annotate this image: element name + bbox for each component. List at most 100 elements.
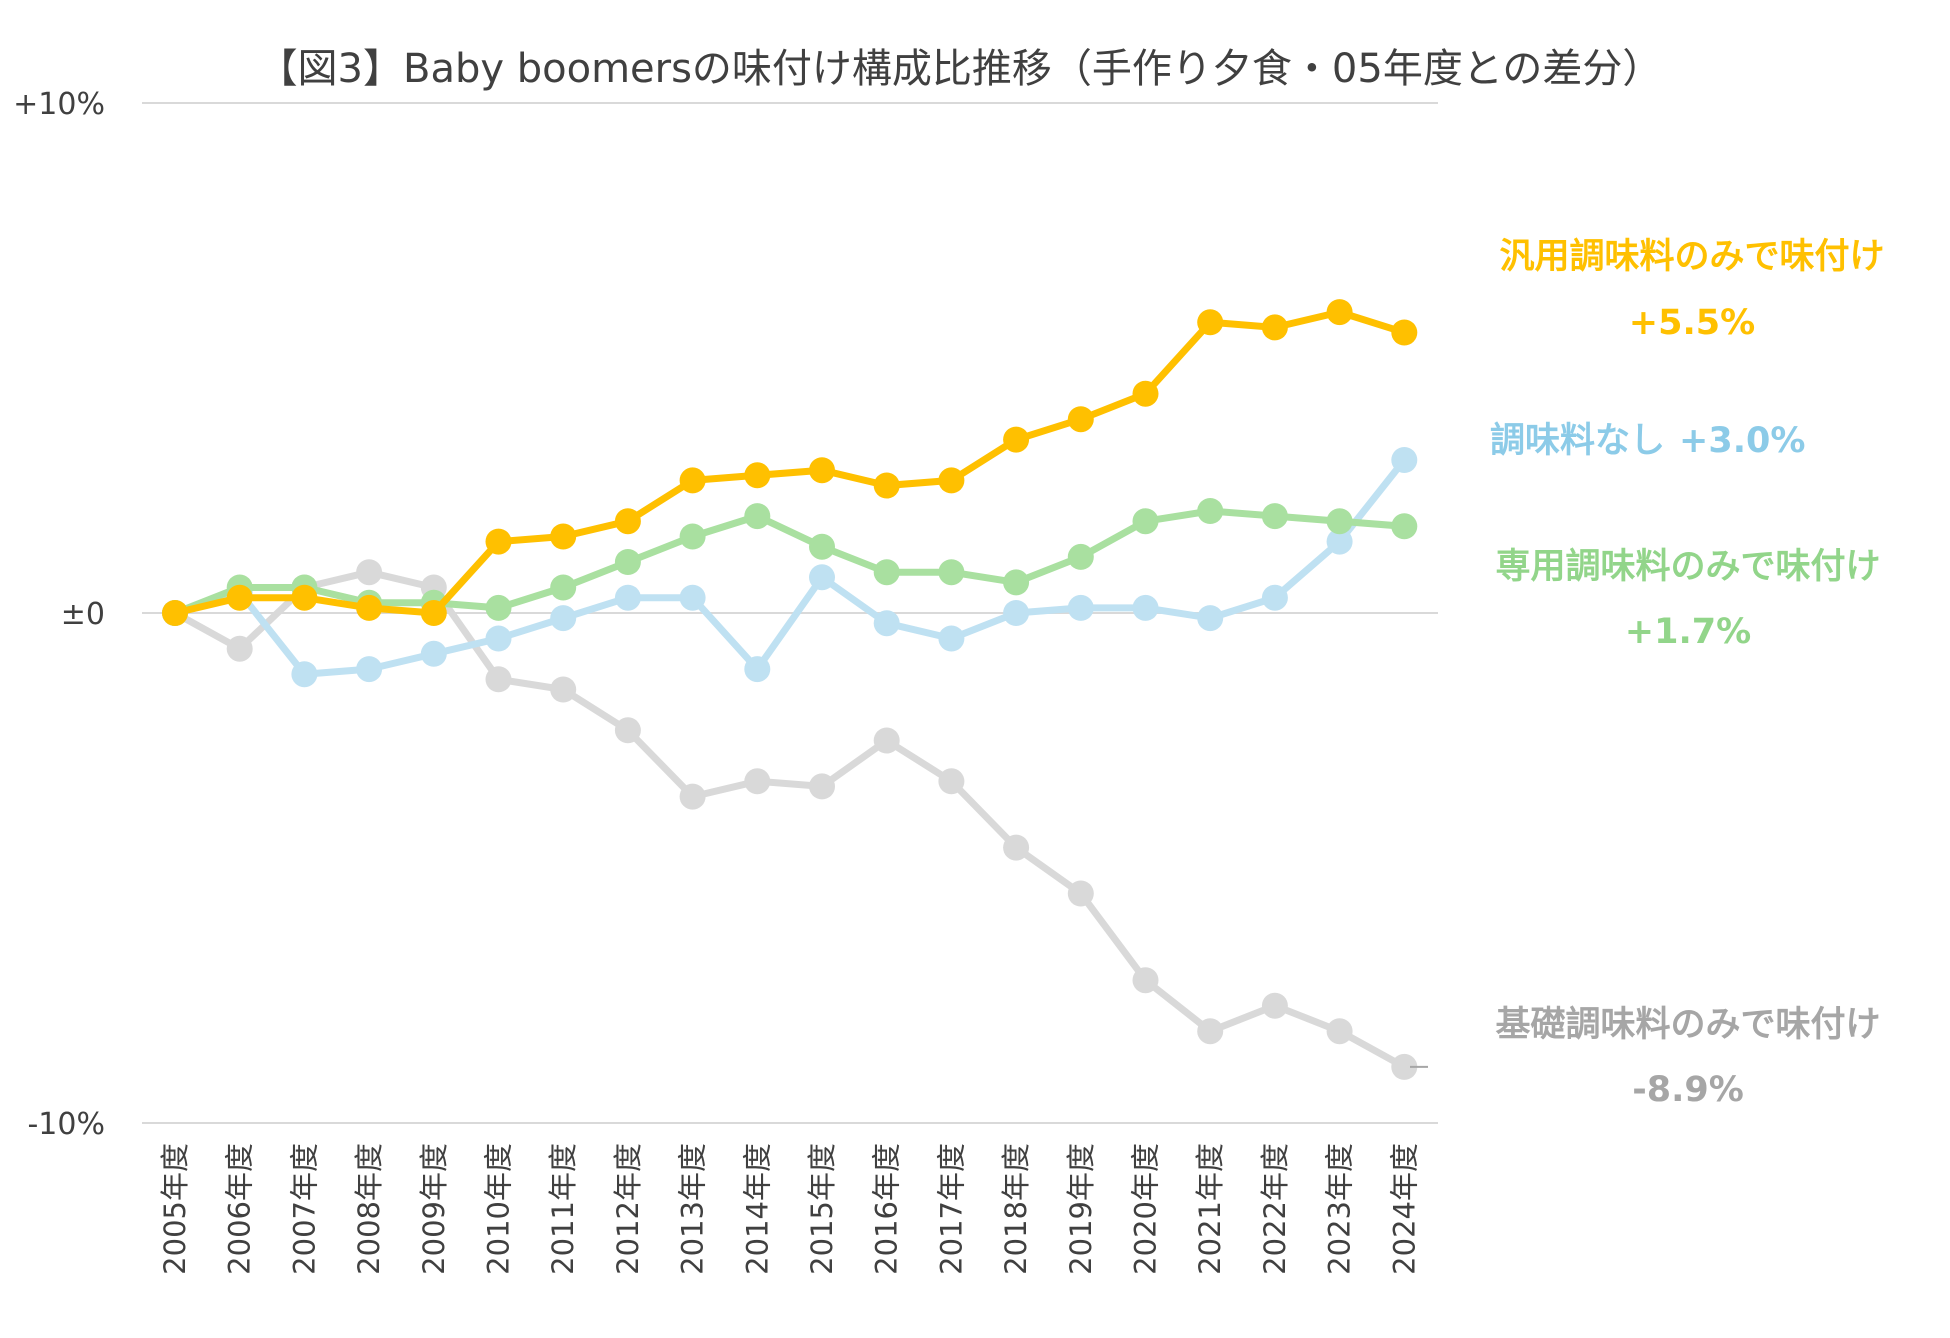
data-point: [1326, 1018, 1353, 1045]
y-axis-ticks: +10% ±0 -10%: [13, 87, 105, 1142]
data-point: [1003, 600, 1030, 626]
data-point: [1003, 569, 1030, 596]
data-point: [679, 584, 706, 611]
chart-title: 【図3】Baby boomersの味付け構成比推移（手作り夕食・05年度との差分…: [258, 46, 1663, 92]
data-point: [938, 768, 965, 795]
data-point: [420, 600, 447, 626]
data-point: [1197, 498, 1224, 524]
data-point: [679, 523, 706, 550]
data-point: [679, 783, 706, 810]
x-tick-label: 2019年度: [1064, 1143, 1098, 1275]
series-3: [162, 299, 1418, 626]
x-tick-label: 2008年度: [352, 1143, 386, 1275]
data-point: [679, 467, 706, 494]
data-point: [356, 559, 383, 586]
data-point: [1003, 834, 1030, 861]
x-tick-label: 2021年度: [1193, 1143, 1227, 1275]
series-line: [171, 568, 1408, 1071]
series-lines: [162, 299, 1428, 1080]
y-tick-label: +10%: [13, 87, 105, 122]
x-tick-label: 2015年度: [805, 1143, 839, 1275]
data-point: [744, 462, 771, 489]
y-tick-label: -10%: [27, 1107, 105, 1142]
data-point: [809, 457, 835, 484]
y-tick-label: ±0: [61, 597, 105, 632]
data-point: [1132, 967, 1159, 994]
data-point: [162, 600, 188, 626]
x-tick-label: 2014年度: [740, 1143, 774, 1275]
data-point: [1067, 594, 1094, 621]
data-point: [614, 508, 641, 535]
data-point: [356, 656, 383, 683]
data-point: [1003, 426, 1030, 453]
data-point: [809, 533, 835, 560]
data-point: [485, 625, 512, 652]
data-point: [614, 549, 641, 575]
data-point: [1132, 380, 1159, 407]
data-point: [873, 472, 900, 499]
data-point: [1197, 605, 1224, 632]
data-point: [420, 640, 447, 667]
x-tick-label: 2006年度: [223, 1143, 257, 1275]
data-point: [1132, 594, 1159, 621]
data-point: [291, 584, 318, 611]
x-tick-label: 2022年度: [1258, 1143, 1292, 1275]
data-point: [1391, 447, 1418, 473]
data-point: [1391, 513, 1418, 540]
data-point: [1326, 528, 1353, 555]
data-point: [1261, 314, 1288, 341]
series-name: 調味料なし: [1490, 421, 1665, 461]
data-point: [485, 594, 512, 621]
series-end-value: +5.5%: [1629, 303, 1755, 343]
data-point: [1261, 584, 1288, 611]
x-tick-label: 2024年度: [1387, 1143, 1421, 1275]
series-end-labels: 基礎調味料のみで味付け -8.9% 調味料なし +3.0% 専用調味料のみで味付け +1.…: [1490, 237, 1885, 1110]
series-end-value: +3.0%: [1679, 421, 1805, 461]
data-point: [873, 610, 900, 637]
x-tick-label: 2012年度: [611, 1143, 645, 1275]
series-end-value: -8.9%: [1632, 1070, 1744, 1110]
data-point: [1197, 309, 1224, 336]
x-tick-label: 2009年度: [417, 1143, 451, 1275]
data-point: [938, 467, 965, 494]
data-point: [226, 584, 253, 611]
x-tick-label: 2017年度: [934, 1143, 968, 1275]
series-1: [162, 447, 1418, 688]
data-point: [356, 594, 383, 621]
data-point: [744, 656, 771, 683]
data-point: [744, 768, 771, 795]
x-tick-label: 2020年度: [1129, 1143, 1163, 1275]
data-point: [1132, 508, 1159, 535]
x-tick-label: 2005年度: [158, 1143, 192, 1275]
gridlines: [142, 102, 1438, 1124]
data-point: [1391, 1053, 1418, 1080]
x-axis-ticks: 2005年度 2006年度 2007年度 2008年度 2009年度 2010年度 2011…: [158, 1143, 1421, 1275]
x-tick-label: 2016年度: [870, 1143, 904, 1275]
data-point: [873, 559, 900, 586]
data-point: [1391, 319, 1418, 346]
data-point: [614, 717, 641, 744]
x-tick-label: 2023年度: [1323, 1143, 1357, 1275]
data-point: [550, 605, 577, 632]
data-point: [614, 584, 641, 611]
data-point: [809, 564, 835, 591]
series-name: 基礎調味料のみで味付け: [1495, 1005, 1880, 1045]
data-point: [291, 661, 318, 688]
series-name: 専用調味料のみで味付け: [1495, 547, 1880, 587]
data-point: [809, 773, 835, 800]
data-point: [1067, 543, 1094, 570]
series-end-label: 調味料なし +3.0%: [1490, 421, 1805, 461]
x-tick-label: 2011年度: [546, 1143, 580, 1275]
data-point: [938, 559, 965, 586]
x-tick-label: 2013年度: [676, 1143, 710, 1275]
data-point: [550, 676, 577, 703]
data-point: [1326, 299, 1353, 326]
x-tick-label: 2010年度: [482, 1143, 516, 1275]
data-point: [550, 523, 577, 550]
data-point: [485, 666, 512, 693]
data-point: [1067, 880, 1094, 907]
x-tick-label: 2007年度: [287, 1143, 321, 1275]
data-point: [1067, 406, 1094, 433]
data-point: [550, 574, 577, 601]
